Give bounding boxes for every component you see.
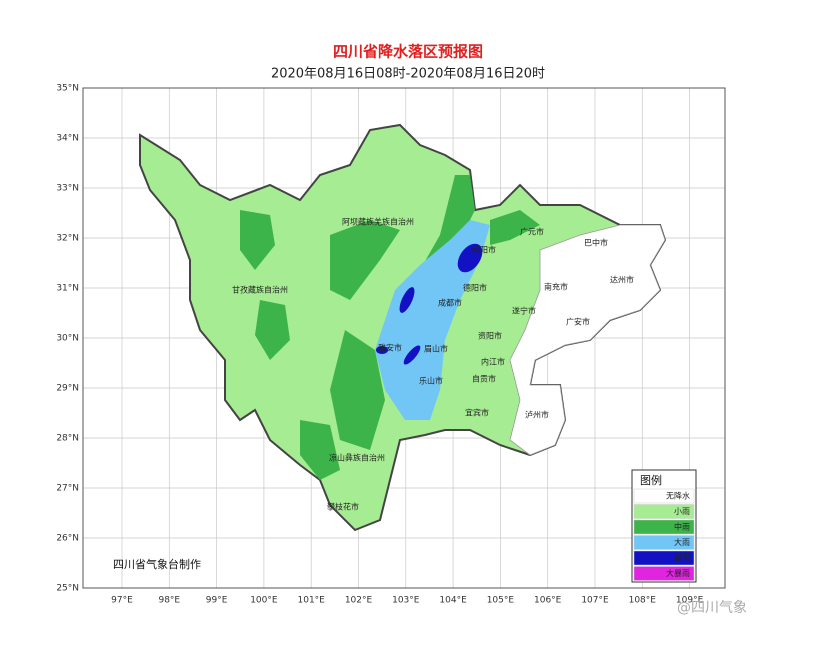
place-label: 巴中市 [584,238,608,248]
legend-label: 大暴雨 [666,568,690,578]
rain-patch [300,420,340,480]
title: 四川省降水落区预报图 [333,43,483,61]
rain-patch [420,175,475,270]
lon-label: 106°E [534,596,562,606]
credit: 四川省气象台制作 [113,557,201,571]
place-label: 成都市 [438,298,462,308]
rain-patch [255,300,290,360]
lon-label: 108°E [629,596,657,606]
lon-label: 102°E [345,596,373,606]
place-label: 广安市 [566,317,590,327]
lat-label: 33°N [56,184,79,194]
lat-label: 30°N [56,334,79,344]
legend-swatch [633,566,695,581]
lon-label: 103°E [392,596,420,606]
place-label: 泸州市 [525,410,549,420]
rainstorm-patch [399,287,415,313]
lon-label: 98°E [158,596,180,606]
rainstorm-areas [376,243,483,365]
lat-label: 26°N [56,534,79,544]
moderate-rain-areas [240,175,540,480]
legend-label: 小雨 [674,507,690,516]
lon-label: 97°E [111,596,133,606]
place-label: 遂宁市 [512,306,536,316]
lon-label: 101°E [298,596,326,606]
legend-swatch [633,504,695,519]
place-label: 德阳市 [463,283,487,293]
legend-swatch [633,535,695,550]
legend-swatch [633,550,695,566]
place-label: 南充市 [544,282,568,292]
rain-patch [330,220,400,300]
lat-label: 27°N [56,484,79,494]
map-frame [82,87,726,589]
rain-patch [490,210,540,245]
place-label: 阿坝藏族羌族自治州 [342,217,414,227]
rain-patch [240,210,275,270]
subtitle: 2020年08月16日08时-2020年08月16日20时 [271,67,545,82]
legend-title: 图例 [640,473,662,487]
place-label: 雅安市 [378,343,402,353]
place-label: 凉山彝族自治州 [329,453,385,463]
lat-label: 35°N [56,84,79,94]
legend-swatch [633,519,695,535]
place-label: 资阳市 [478,331,502,341]
rainstorm-patch [376,346,388,354]
lon-label: 105°E [487,596,515,606]
lat-label: 25°N [56,584,79,594]
legend-label: 无降水 [666,491,690,501]
place-label: 乐山市 [419,376,443,386]
place-label: 内江市 [481,357,505,367]
place-label: 达州市 [610,275,634,285]
lat-label: 31°N [56,284,79,294]
place-label: 自贡市 [472,374,496,384]
legend-label: 中雨 [674,522,690,532]
lon-label: 104°E [439,596,467,606]
lon-label: 99°E [206,596,228,606]
lat-label: 29°N [56,384,79,394]
place-label: 攀枝花市 [327,502,359,512]
rainstorm-patch [403,345,421,365]
watermark: @四川气象 [677,600,747,616]
lat-label: 28°N [56,434,79,444]
place-label: 宜宾市 [465,408,489,418]
place-label: 绵阳市 [472,245,496,255]
legend-label: 大雨 [674,537,690,547]
lat-label: 32°N [56,234,79,244]
no-rain-area [509,224,666,456]
labels: 35°N 34°N 33°N 32°N 31°N 30°N 29°N 28°N 27°N 26°N… [56,84,703,606]
place-label: 甘孜藏族自治州 [232,285,288,295]
province [139,123,667,532]
lat-label: 34°N [56,134,79,144]
rain-patch [330,330,385,450]
legend-swatch [633,488,695,504]
place-label: 广元市 [520,227,544,237]
lon-label: 109°E [676,596,704,606]
place-label: 眉山市 [424,344,448,354]
lon-label: 100°E [250,596,278,606]
rainstorm-patch [457,243,483,273]
lon-label: 107°E [581,596,609,606]
legend-label: 暴雨 [674,554,690,563]
